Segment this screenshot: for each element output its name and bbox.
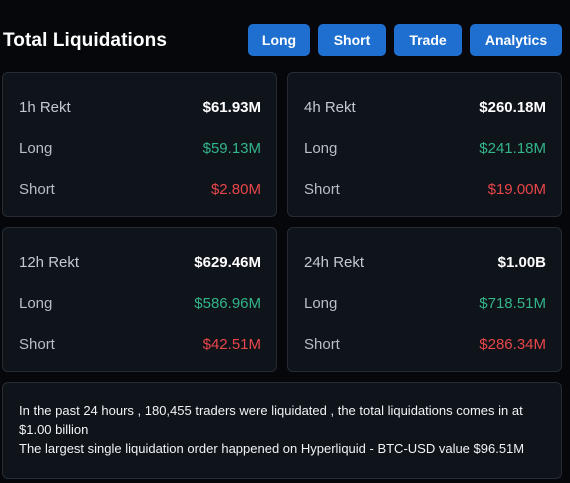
short-row: Short $286.34M <box>304 334 546 354</box>
short-value: $2.80M <box>210 180 261 198</box>
long-row: Long $59.13M <box>19 138 261 158</box>
long-label: Long <box>304 294 338 312</box>
short-row: Short $19.00M <box>304 179 546 199</box>
tab-analytics[interactable]: Analytics <box>470 24 562 56</box>
card-12h-rekt: 12h Rekt $629.46M Long $586.96M Short $4… <box>2 227 277 372</box>
short-value: $42.51M <box>202 335 261 353</box>
long-row: Long $241.18M <box>304 138 546 158</box>
long-value: $718.51M <box>479 294 546 312</box>
short-row: Short $2.80M <box>19 179 261 199</box>
card-24h-rekt: 24h Rekt $1.00B Long $718.51M Short $286… <box>287 227 562 372</box>
period-label: 24h Rekt <box>304 253 365 271</box>
long-row: Long $586.96M <box>19 293 261 313</box>
header: Total Liquidations Long Short Trade Anal… <box>0 0 570 60</box>
long-row: Long $718.51M <box>304 293 546 313</box>
total-value: $629.46M <box>194 253 261 271</box>
tab-bar: Long Short Trade Analytics <box>248 24 562 56</box>
long-label: Long <box>304 139 338 157</box>
period-label: 4h Rekt <box>304 98 356 116</box>
tab-short[interactable]: Short <box>318 24 386 56</box>
card-4h-rekt: 4h Rekt $260.18M Long $241.18M Short $19… <box>287 72 562 217</box>
summary-text: In the past 24 hours , 180,455 traders w… <box>19 401 547 458</box>
total-row: 1h Rekt $61.93M <box>19 97 261 117</box>
short-label: Short <box>304 335 340 353</box>
long-value: $241.18M <box>479 139 546 157</box>
period-label: 1h Rekt <box>19 98 71 116</box>
long-value: $586.96M <box>194 294 261 312</box>
long-label: Long <box>19 139 53 157</box>
short-value: $286.34M <box>479 335 546 353</box>
long-value: $59.13M <box>202 139 261 157</box>
tab-trade[interactable]: Trade <box>394 24 462 56</box>
total-row: 4h Rekt $260.18M <box>304 97 546 117</box>
short-label: Short <box>304 180 340 198</box>
summary-card: In the past 24 hours , 180,455 traders w… <box>2 382 562 479</box>
total-value: $61.93M <box>202 98 261 116</box>
period-label: 12h Rekt <box>19 253 80 271</box>
short-label: Short <box>19 180 55 198</box>
total-row: 12h Rekt $629.46M <box>19 252 261 272</box>
summary-line-2: The largest single liquidation order hap… <box>19 441 525 456</box>
long-label: Long <box>19 294 53 312</box>
total-row: 24h Rekt $1.00B <box>304 252 546 272</box>
summary-line-1: In the past 24 hours , 180,455 traders w… <box>19 403 523 437</box>
total-value: $1.00B <box>497 253 546 271</box>
short-label: Short <box>19 335 55 353</box>
short-value: $19.00M <box>487 180 546 198</box>
tab-long[interactable]: Long <box>248 24 310 56</box>
total-value: $260.18M <box>479 98 546 116</box>
page-title: Total Liquidations <box>3 30 167 51</box>
card-1h-rekt: 1h Rekt $61.93M Long $59.13M Short $2.80… <box>2 72 277 217</box>
short-row: Short $42.51M <box>19 334 261 354</box>
